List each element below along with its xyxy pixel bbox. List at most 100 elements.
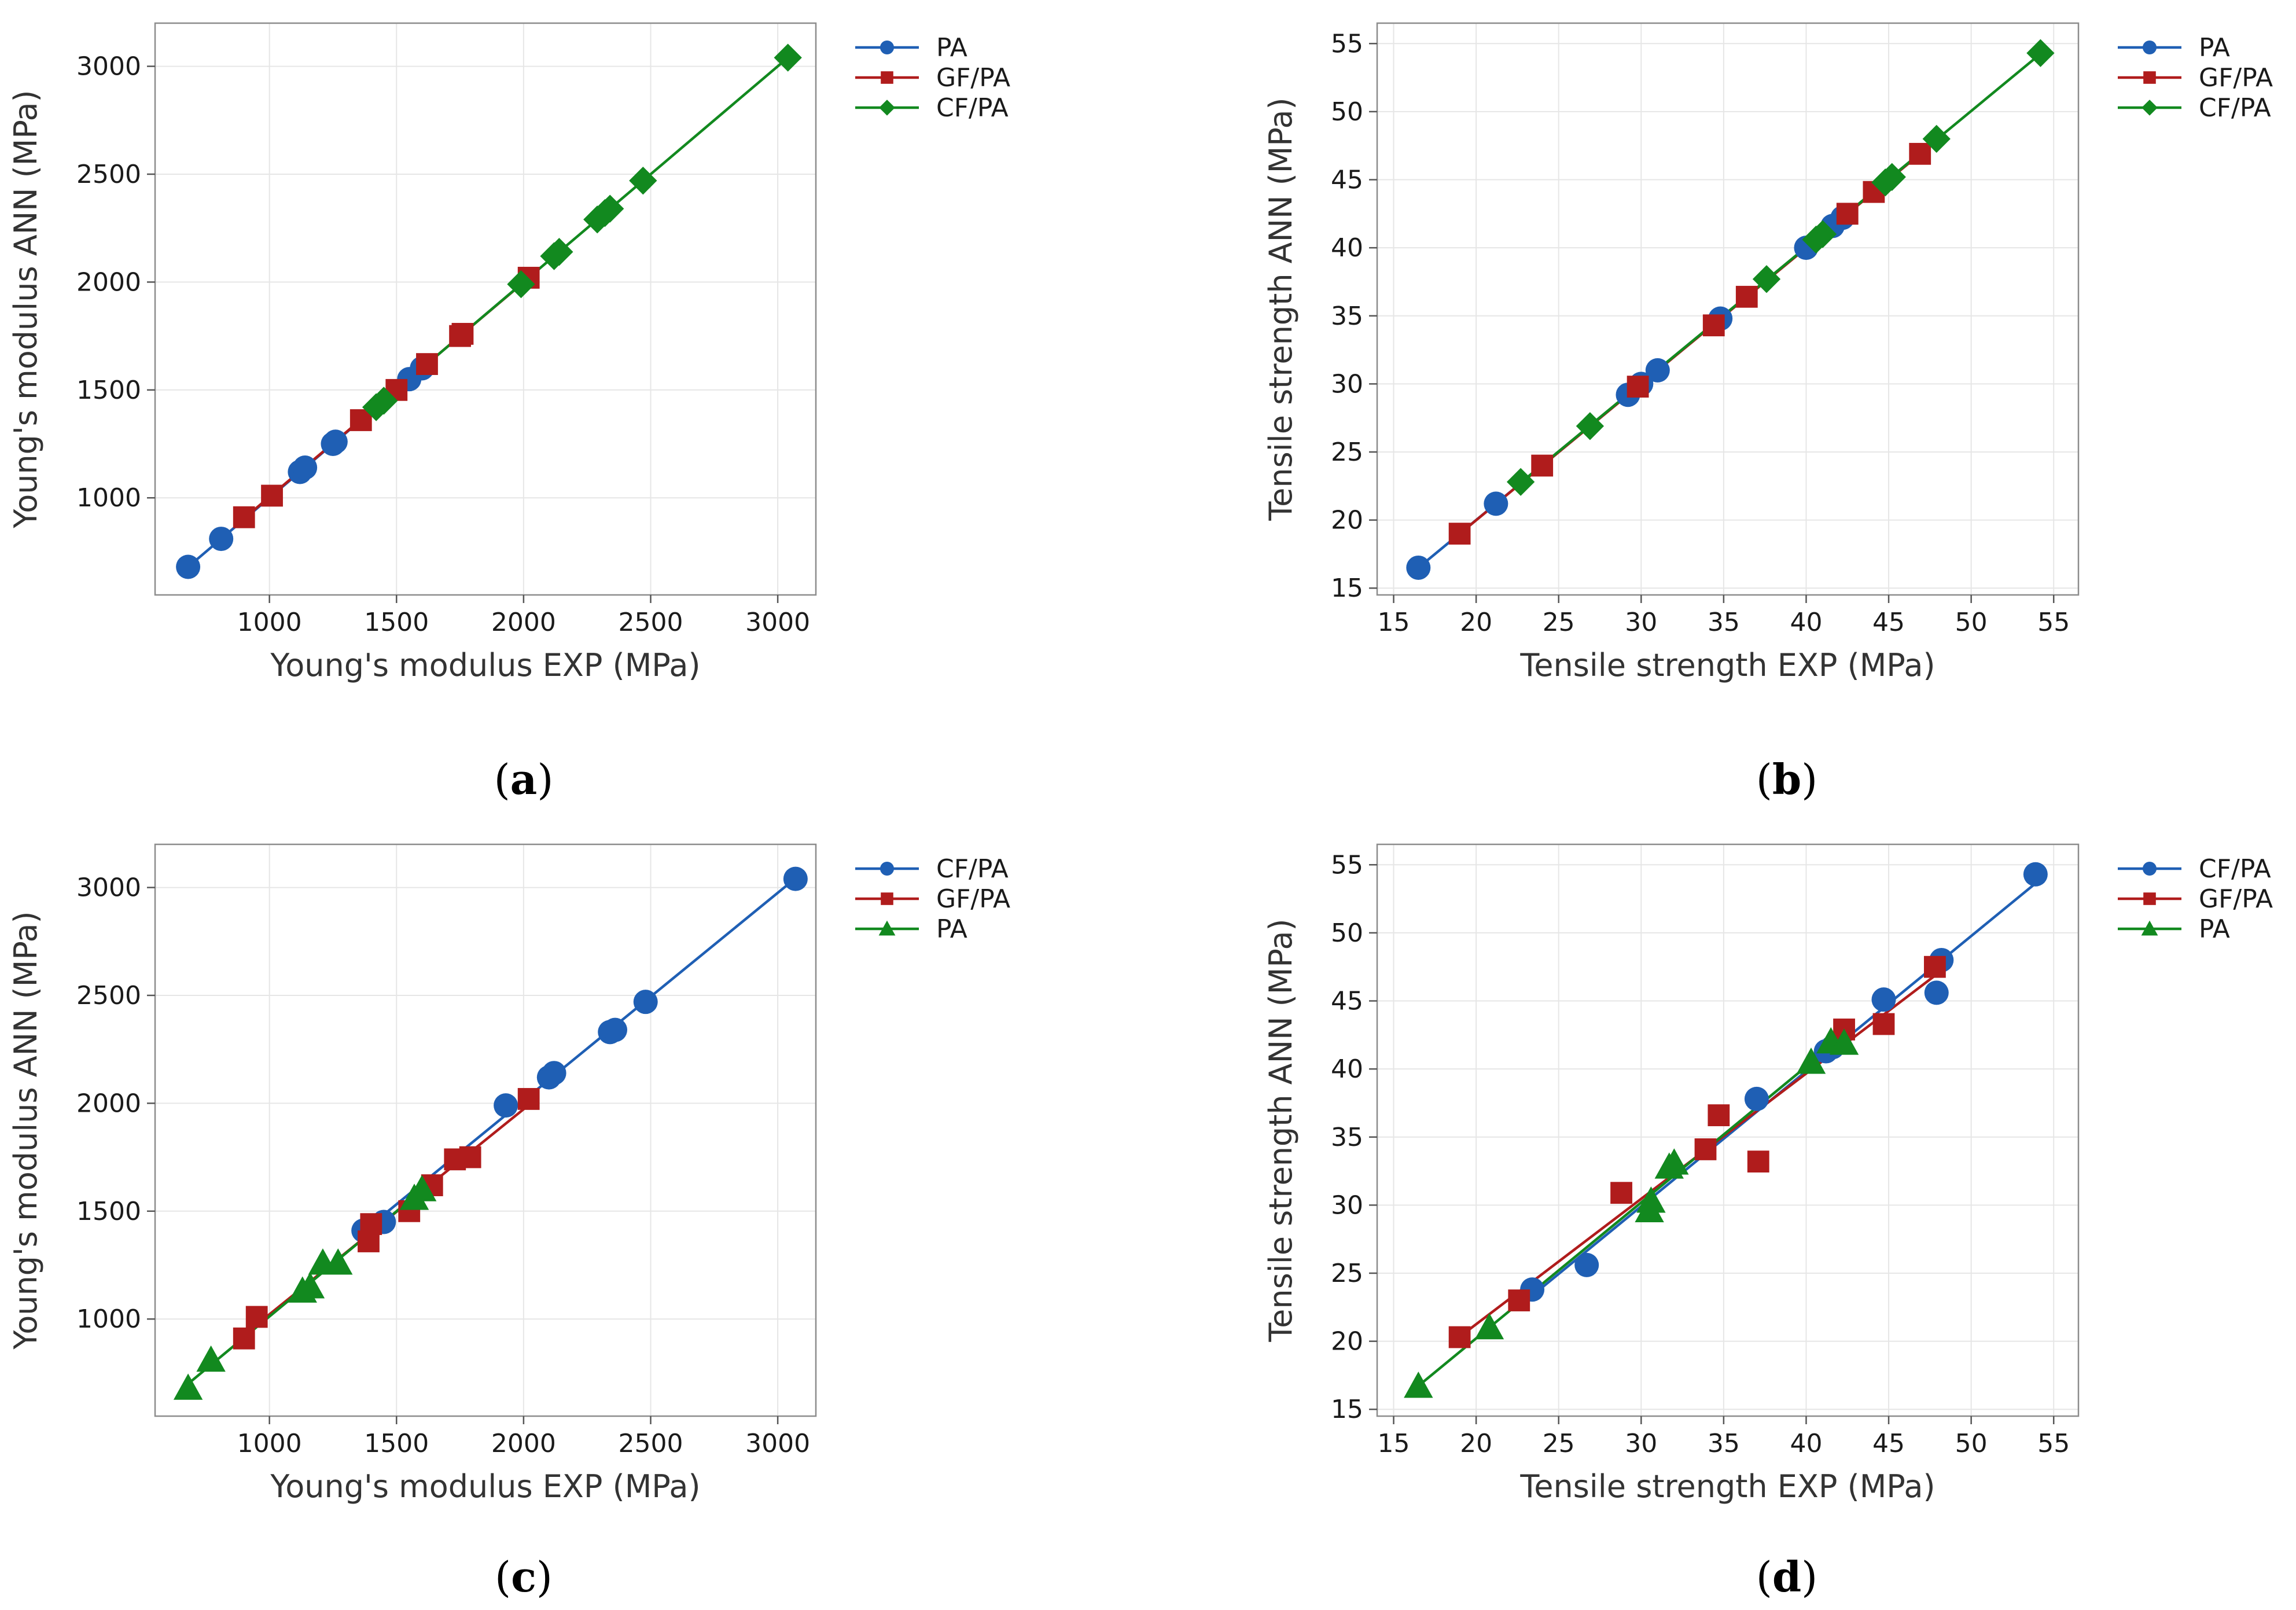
data-point-gf-pa	[245, 1306, 268, 1328]
data-point-cf-pa	[774, 43, 802, 72]
y-tick-label: 2000	[76, 1089, 141, 1118]
legend-marker	[881, 892, 893, 905]
data-point-pa	[173, 1373, 203, 1400]
legend-label: CF/PA	[2199, 93, 2271, 123]
x-tick-label: 20	[1460, 608, 1492, 637]
x-tick-label: 3000	[745, 608, 810, 637]
x-tick-label: 35	[1708, 1429, 1740, 1458]
data-point-cf-pa	[1924, 980, 1949, 1005]
data-point-gf-pa	[1923, 955, 1946, 978]
x-tick-label: 50	[1955, 608, 1988, 637]
data-point-gf-pa	[233, 1327, 255, 1350]
data-point-pa	[176, 554, 201, 579]
data-point-gf-pa	[1610, 1182, 1632, 1204]
y-tick-label: 2500	[76, 160, 141, 189]
data-point-gf-pa	[1735, 285, 1758, 308]
data-point-cf-pa	[1808, 220, 1837, 248]
legend-marker	[878, 920, 896, 936]
data-point-cf-pa	[1752, 265, 1781, 293]
y-tick-label: 25	[1331, 1259, 1363, 1288]
x-tick-label: 20	[1460, 1429, 1492, 1458]
data-point-pa	[1404, 1372, 1433, 1398]
y-tick-label: 35	[1331, 302, 1363, 331]
legend-label: GF/PA	[2199, 63, 2273, 93]
data-point-cf-pa	[1878, 163, 1906, 191]
data-point-gf-pa	[1872, 1013, 1895, 1035]
data-point-cf-pa	[542, 1061, 566, 1086]
data-point-pa	[323, 429, 348, 454]
data-point-pa	[1636, 1186, 1666, 1213]
data-point-pa	[1484, 491, 1508, 516]
panel-label-letter: b	[1772, 755, 1801, 804]
legend-label: GF/PA	[936, 884, 1010, 914]
x-tick-label: 1000	[237, 608, 302, 637]
panel-label-close: )	[537, 755, 553, 804]
x-tick-label: 25	[1543, 1429, 1575, 1458]
y-axis-label: Young's modulus ANN (MPa)	[8, 90, 44, 528]
data-point-gf-pa	[1708, 1104, 1730, 1127]
panel-label-letter: c	[511, 1552, 536, 1601]
panel-label: (d)	[1756, 1552, 1818, 1601]
panel-label-open: (	[494, 755, 510, 804]
data-point-cf-pa	[629, 167, 657, 195]
y-tick-label: 20	[1331, 1327, 1363, 1357]
data-point-gf-pa	[1627, 376, 1649, 398]
data-point-gf-pa	[1448, 1326, 1471, 1348]
data-point-gf-pa	[1909, 142, 1931, 165]
y-tick-label: 20	[1331, 506, 1363, 535]
data-point-pa	[323, 1248, 353, 1275]
y-tick-label: 15	[1331, 1395, 1363, 1424]
y-tick-label: 25	[1331, 438, 1363, 467]
legend-marker	[880, 862, 894, 876]
chart-panel-a: 1000 1500 2000 2500 3000 1000 1500 2000 2500 3000…	[8, 22, 1010, 804]
x-tick-label: 45	[1872, 1429, 1905, 1458]
panel-label-close: )	[1801, 1553, 1817, 1601]
data-point-pa	[1406, 555, 1431, 580]
plot-frame	[154, 22, 817, 596]
data-point-cf-pa	[1506, 468, 1535, 496]
x-tick-label: 40	[1790, 1429, 1822, 1458]
data-point-pa	[407, 1175, 437, 1201]
plot-frame	[1376, 843, 2080, 1417]
legend-label: PA	[2199, 914, 2230, 944]
y-tick-label: 55	[1331, 29, 1363, 58]
x-tick-label: 1500	[364, 608, 429, 637]
y-tick-label: 40	[1331, 233, 1363, 263]
data-point-gf-pa	[1836, 203, 1859, 225]
data-point-cf-pa	[507, 270, 535, 299]
y-tick-label: 55	[1331, 850, 1363, 880]
x-tick-label: 45	[1872, 608, 1905, 637]
legend-label: PA	[936, 33, 967, 63]
data-point-pa	[209, 527, 234, 552]
y-axis-label: Young's modulus ANN (MPa)	[8, 911, 44, 1350]
legend-marker	[880, 41, 894, 54]
data-point-cf-pa	[494, 1093, 518, 1118]
x-tick-label: 2500	[619, 1429, 683, 1458]
data-point-gf-pa	[451, 322, 474, 345]
plot-frame	[154, 843, 817, 1417]
data-point-cf-pa	[2023, 862, 2048, 887]
data-point-gf-pa	[416, 353, 438, 375]
data-point-cf-pa	[1574, 1252, 1599, 1277]
legend-marker	[2143, 892, 2156, 905]
x-axis-label: Tensile strength EXP (MPa)	[1519, 647, 1935, 683]
x-tick-label: 55	[2037, 1429, 2070, 1458]
legend-marker	[879, 100, 895, 116]
data-point-pa	[1796, 1047, 1826, 1074]
data-point-cf-pa	[603, 1017, 628, 1042]
y-tick-label: 1500	[76, 376, 141, 405]
data-point-pa	[1474, 1313, 1504, 1340]
x-tick-label: 40	[1790, 608, 1822, 637]
y-tick-label: 45	[1331, 166, 1363, 195]
y-tick-label: 15	[1331, 574, 1363, 603]
legend-label: GF/PA	[936, 63, 1010, 93]
y-tick-label: 45	[1331, 987, 1363, 1016]
y-tick-label: 1000	[76, 1304, 141, 1334]
y-tick-label: 3000	[76, 52, 141, 82]
data-point-cf-pa	[545, 238, 573, 266]
legend-label: CF/PA	[936, 854, 1009, 884]
plot-frame	[1376, 22, 2080, 596]
x-tick-label: 25	[1543, 608, 1575, 637]
x-tick-label: 55	[2037, 608, 2070, 637]
y-tick-label: 50	[1331, 97, 1363, 127]
